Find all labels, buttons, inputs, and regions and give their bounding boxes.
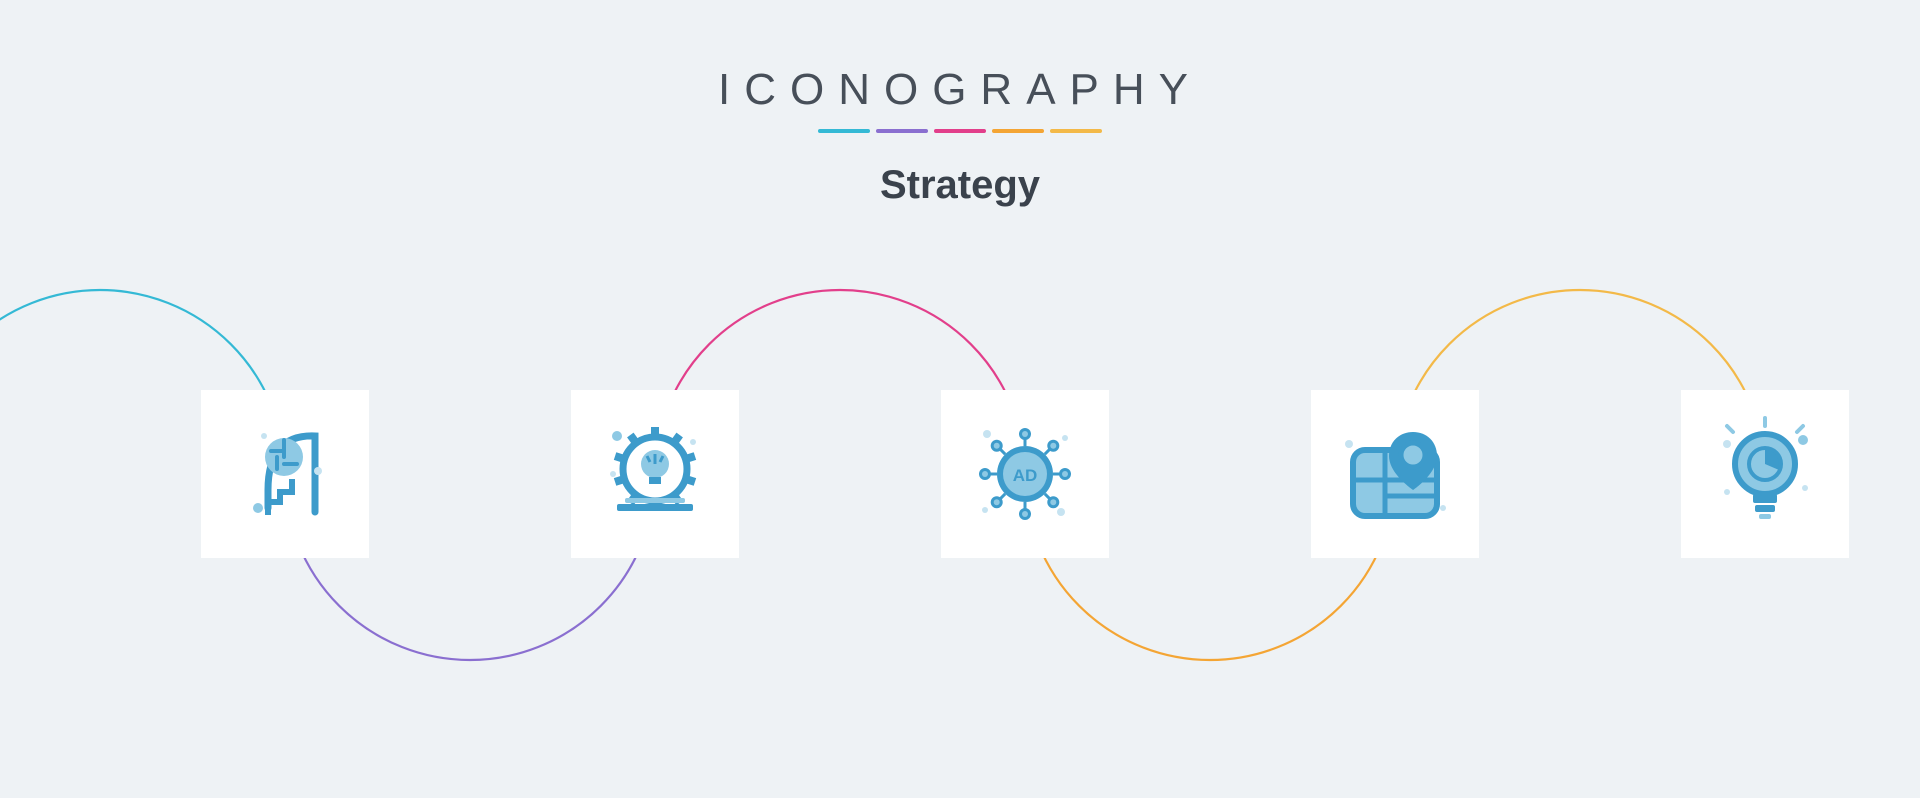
category-title: Strategy	[0, 163, 1920, 208]
underline-seg	[934, 129, 986, 133]
mind-maze-icon	[225, 414, 345, 534]
icon-card: AD	[941, 390, 1109, 558]
icon-card	[201, 390, 369, 558]
underline-row	[0, 129, 1920, 133]
brand-title: ICONOGRAPHY	[0, 65, 1920, 115]
bulb-chart-icon	[1705, 414, 1825, 534]
underline-seg	[876, 129, 928, 133]
header-block: ICONOGRAPHY Strategy	[0, 0, 1920, 208]
icon-card	[571, 390, 739, 558]
map-pin-icon	[1335, 414, 1455, 534]
underline-seg	[992, 129, 1044, 133]
icon-card	[1311, 390, 1479, 558]
underline-seg	[818, 129, 870, 133]
gear-bulb-icon	[595, 414, 715, 534]
svg-text:AD: AD	[1013, 466, 1038, 485]
underline-seg	[1050, 129, 1102, 133]
ad-network-icon: AD	[965, 414, 1085, 534]
icon-card	[1681, 390, 1849, 558]
icon-row: AD	[0, 390, 1920, 590]
